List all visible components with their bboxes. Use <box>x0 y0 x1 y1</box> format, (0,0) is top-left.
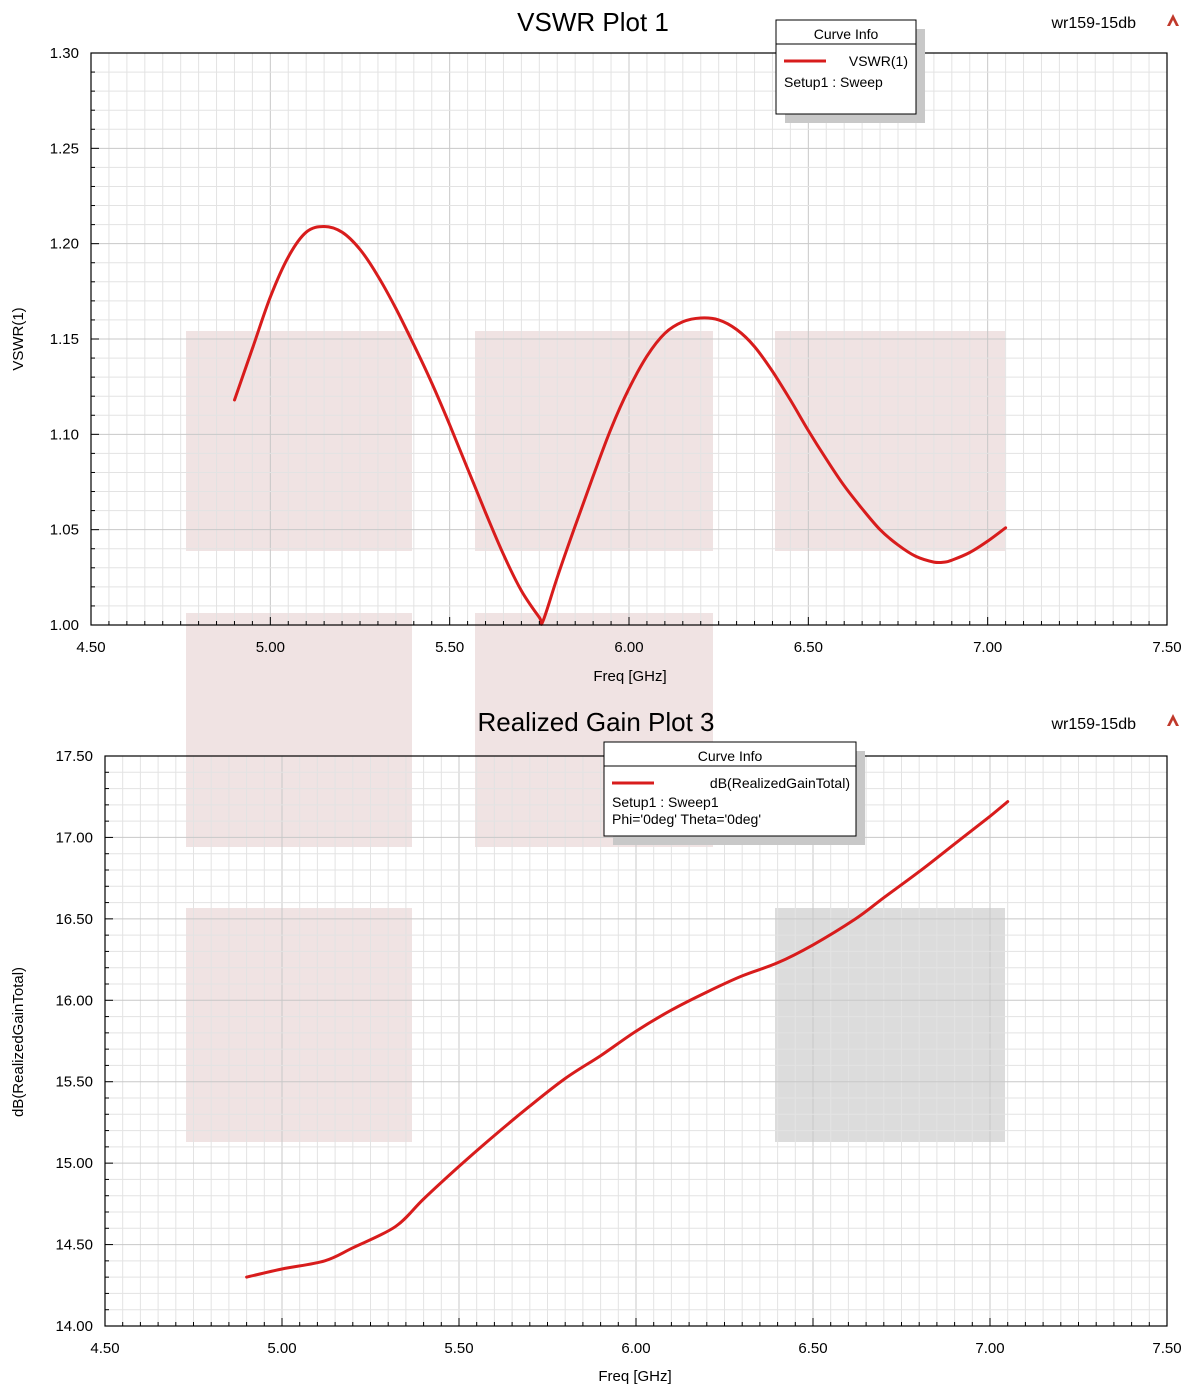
ansys-logo-icon <box>1167 714 1179 726</box>
x-tick-label: 7.00 <box>975 1340 1004 1357</box>
x-tick-label: 7.50 <box>1152 639 1181 656</box>
legend-entry: Setup1 : Sweep <box>784 74 883 90</box>
legend-entry: dB(RealizedGainTotal) <box>710 775 850 791</box>
y-tick-label: 17.50 <box>55 748 93 765</box>
y-tick-label: 14.00 <box>55 1318 93 1335</box>
watermark-panel <box>775 331 1005 551</box>
y-tick-label: 1.00 <box>50 617 79 634</box>
legend-title: Curve Info <box>698 748 763 764</box>
y-tick-label: 1.05 <box>50 522 79 539</box>
y-tick-label: 16.50 <box>55 911 93 928</box>
vswr-plot: VSWR Plot 1 wr159-15db 4.50 5.00 5.50 6.00 6… <box>10 7 1182 685</box>
x-tick-label: 6.50 <box>794 639 823 656</box>
watermark-panel <box>186 613 412 847</box>
x-tick-label: 4.50 <box>76 639 105 656</box>
watermark-panel <box>775 908 1005 1142</box>
series-line <box>233 225 1008 626</box>
legend-entry: Setup1 : Sweep1 <box>612 794 719 810</box>
y-tick-label: 1.30 <box>50 45 79 62</box>
legend[interactable]: Curve Info VSWR(1) Setup1 : Sweep <box>775 19 925 123</box>
watermark-panels <box>186 331 1005 1142</box>
design-tag: wr159-15db <box>1051 15 1137 32</box>
x-tick-label: 7.50 <box>1152 1340 1181 1357</box>
plot-title: VSWR Plot 1 <box>517 7 669 37</box>
legend-entry: VSWR(1) <box>849 53 908 69</box>
y-tick-label: 1.15 <box>50 331 79 348</box>
realized-gain-plot: Realized Gain Plot 3 wr159-15db 4.50 5.00… <box>10 707 1182 1385</box>
y-tick-label: 17.00 <box>55 829 93 846</box>
x-tick-label: 5.50 <box>444 1340 473 1357</box>
x-tick-label: 6.00 <box>614 639 643 656</box>
plot-title: Realized Gain Plot 3 <box>477 707 714 737</box>
y-tick-label: 1.20 <box>50 236 79 253</box>
y-tick-label: 15.50 <box>55 1074 93 1091</box>
series-line <box>245 800 1010 1279</box>
watermark-panel <box>475 331 713 551</box>
y-axis-label: dB(RealizedGainTotal) <box>10 967 27 1117</box>
legend-title: Curve Info <box>814 26 879 42</box>
x-tick-label: 4.50 <box>90 1340 119 1357</box>
x-tick-label: 6.50 <box>798 1340 827 1357</box>
x-tick-label: 5.50 <box>435 639 464 656</box>
x-axis-label: Freq [GHz] <box>593 668 666 685</box>
design-tag: wr159-15db <box>1051 716 1137 733</box>
x-tick-label: 5.00 <box>267 1340 296 1357</box>
y-tick-label: 16.00 <box>55 992 93 1009</box>
x-axis-label: Freq [GHz] <box>598 1368 671 1385</box>
x-tick-label: 5.00 <box>256 639 285 656</box>
legend-entry: Phi='0deg' Theta='0deg' <box>612 811 761 827</box>
y-tick-label: 1.25 <box>50 140 79 157</box>
ansys-logo-icon <box>1167 14 1179 26</box>
y-axis-label: VSWR(1) <box>10 307 27 370</box>
legend-box <box>603 741 857 837</box>
x-tick-label: 7.00 <box>973 639 1002 656</box>
y-tick-label: 14.50 <box>55 1237 93 1254</box>
y-tick-label: 1.10 <box>50 426 79 443</box>
x-tick-label: 6.00 <box>621 1340 650 1357</box>
legend-box <box>775 19 917 115</box>
watermark-panel <box>186 331 412 551</box>
watermark-panel <box>186 908 412 1142</box>
y-tick-label: 15.00 <box>55 1155 93 1172</box>
legend[interactable]: Curve Info dB(RealizedGainTotal) Setup1 … <box>603 741 865 845</box>
